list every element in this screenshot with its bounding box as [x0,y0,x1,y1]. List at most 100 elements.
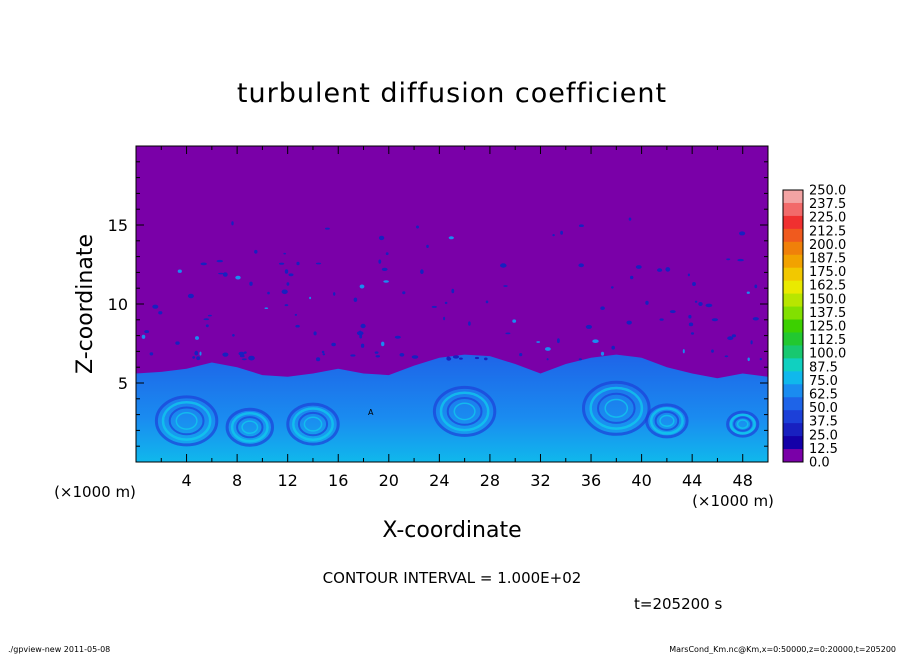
turbulent-patch [144,330,150,334]
colorbar-swatch [783,410,803,424]
colorbar-swatch [783,254,803,269]
turbulent-patch [446,356,452,361]
turbulent-patch [360,323,366,329]
turbulent-patch [383,280,389,283]
turbulent-patch [724,355,729,358]
turbulent-patch [195,336,199,340]
turbulent-patch [505,332,511,335]
turbulent-patch [141,334,146,339]
colorbar-label: 125.0 [809,320,846,335]
turbulent-patch [420,269,424,275]
turbulent-patch [281,289,288,295]
turbulent-patch [739,231,746,236]
turbulent-patch [752,317,759,321]
eddy-ring [659,414,675,428]
turbulent-patch [731,334,737,338]
turbulent-patch [503,285,508,287]
contour-interval: CONTOUR INTERVAL = 1.000E+02 [323,569,582,587]
colorbar-label: 112.5 [809,333,846,348]
turbulent-patch [459,357,463,360]
colorbar-label: 62.5 [809,388,838,403]
turbulent-patch [578,224,584,227]
turbulent-patch [690,332,695,335]
x-tick-label: 36 [581,471,601,490]
colorbar-label: 250.0 [809,184,846,199]
turbulent-patch [353,297,358,302]
turbulent-patch [158,311,163,315]
turbulent-patch [546,358,549,361]
turbulent-patch [196,356,201,361]
turbulent-patch [727,336,734,341]
eddy-ring [292,407,334,441]
colorbar: 250.0237.5225.0212.5200.0187.5175.0162.5… [782,184,846,471]
colorbar-label: 0.0 [809,456,830,471]
turbulent-patch [665,267,671,272]
turbulent-patch [411,355,419,359]
turbulent-patch [203,318,210,321]
colorbar-swatch [783,345,803,359]
colorbar-label: 87.5 [809,360,838,375]
eddy-ring [225,407,275,447]
turbulent-patch [322,353,326,356]
turbulent-patch [152,304,159,309]
eddy-ring [236,416,264,439]
turbulent-patch [711,349,714,353]
turbulent-patch [630,275,634,280]
colorbar-swatch [783,319,803,333]
colorbar-label: 162.5 [809,279,846,294]
y-tick-label: 5 [118,374,128,393]
turbulent-patch [222,272,228,277]
eddy-ring [654,410,680,431]
turbulent-patch [356,331,364,336]
turbulent-patch [378,235,385,241]
eddy-ring [453,402,476,421]
program-info: ./gpview-new 2011-05-08 [8,645,110,654]
turbulent-patch [325,227,330,230]
colorbar-swatch [783,306,803,321]
eddy-ring [726,410,760,438]
turbulent-patch [381,341,385,347]
turbulent-patch [294,313,298,316]
turbulent-patch [177,269,182,273]
x-tick-label: 48 [733,471,753,490]
turbulent-patch [192,356,196,359]
turbulent-patch [331,342,336,347]
colorbar-swatch [783,267,803,282]
turbulent-patch [694,300,698,303]
turbulent-patch [645,300,649,305]
turbulent-patch [711,318,719,322]
turbulent-patch [359,284,365,289]
turbulent-patch [600,306,605,311]
colorbar-swatch [783,280,803,295]
turbulent-patch [692,282,696,286]
turbulent-patch [254,249,258,254]
turbulent-patch [737,258,744,262]
turbulent-patch [705,303,713,308]
turbulent-patch [374,351,379,354]
turbulent-patch [238,351,245,356]
colorbar-label: 25.0 [809,428,838,443]
turbulent-patch [600,351,605,356]
turbulent-patch [682,349,685,354]
source-info: MarsCond_Km.nc@Km,x=0:50000,z=0:20000,t=… [669,645,896,654]
y-tick-label: 10 [108,295,128,314]
turbulent-patch [519,353,523,357]
x-tick-label: 40 [631,471,651,490]
x-tick-label: 16 [328,471,348,490]
eddy-ring [604,398,629,418]
turbulent-patch [754,284,758,289]
turbulent-patch [726,258,731,261]
eddy-structures [154,380,760,447]
eddy-ring [161,400,212,441]
turbulent-patch [657,268,663,272]
turbulent-patch [200,262,207,266]
eddy-ring [649,407,684,435]
colorbar-frame [782,189,804,463]
x-tick-label: 28 [480,471,500,490]
colorbar-label: 12.5 [809,442,838,457]
eddy-ring [241,420,259,435]
turbulent-patch [235,275,241,280]
colorbar-swatch [783,332,803,346]
turbulent-patch [194,350,199,356]
